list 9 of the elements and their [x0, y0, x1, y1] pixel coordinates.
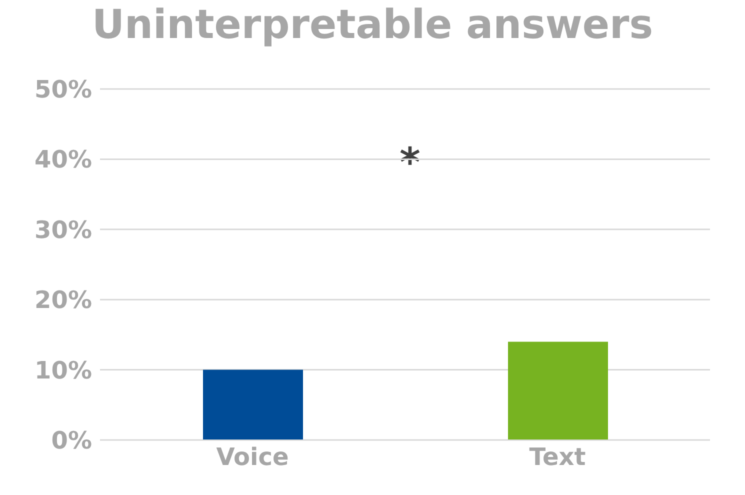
y-tick-label: 10%	[34, 356, 92, 384]
x-tick-label: Text	[529, 443, 586, 472]
chart-title: Uninterpretable answers	[90, 2, 654, 48]
y-tick-label: 30%	[34, 216, 92, 244]
x-tick-label: Voice	[216, 443, 289, 472]
y-tick-label: 0%	[51, 426, 92, 455]
y-tick-label: 50%	[34, 76, 92, 104]
y-tick-label: 20%	[34, 286, 92, 314]
y-tick-label: 40%	[34, 146, 92, 174]
